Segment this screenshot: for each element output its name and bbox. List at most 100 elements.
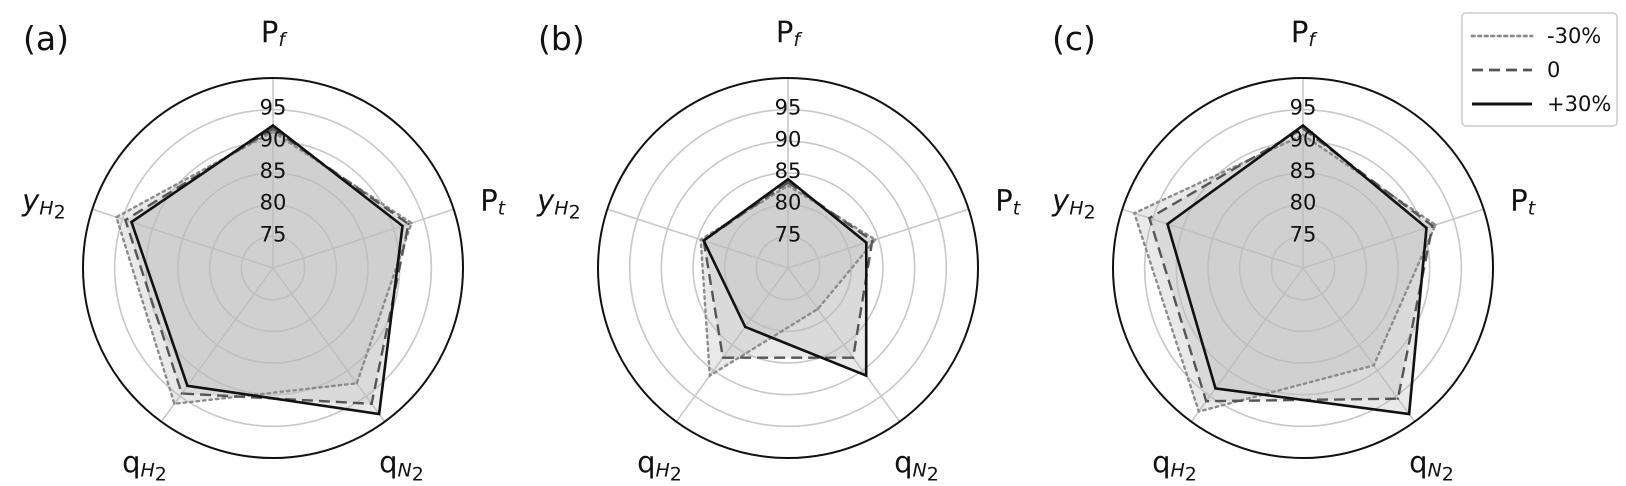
series-point bbox=[1407, 412, 1411, 416]
radial-tick-label: 85 bbox=[775, 159, 802, 183]
grid-spoke bbox=[160, 267, 274, 423]
axis-label-main: q bbox=[1409, 445, 1427, 479]
radial-tick-label: 85 bbox=[260, 159, 287, 183]
series-point bbox=[699, 238, 702, 241]
grid-spoke bbox=[787, 208, 969, 269]
axis-label-sub: f bbox=[1308, 29, 1318, 51]
radial-tick-label: 80 bbox=[775, 191, 802, 215]
grid-spoke bbox=[675, 267, 789, 423]
radial-tick-label: 80 bbox=[260, 191, 287, 215]
series-point bbox=[271, 124, 275, 127]
radial-tick-label: 90 bbox=[1290, 127, 1317, 151]
axis-label-Pt: Pt bbox=[995, 184, 1022, 220]
series-point bbox=[865, 374, 868, 377]
series-point bbox=[271, 130, 275, 133]
axis-label-sub: t bbox=[498, 198, 507, 220]
series-point bbox=[124, 218, 127, 222]
radial-tick-label: 90 bbox=[775, 127, 802, 151]
series-line-3 bbox=[129, 123, 404, 416]
axis-label-sub: N bbox=[398, 459, 412, 481]
radial-tick-label: 75 bbox=[1290, 222, 1317, 246]
radar-panels: (a)7580859095PfPtqN2qH2yH2(b)7580859095P… bbox=[21, 15, 1537, 485]
axis-label-subnum: 2 bbox=[927, 463, 939, 485]
series-point bbox=[851, 356, 855, 359]
legend-box bbox=[1461, 12, 1618, 127]
series-point bbox=[130, 220, 133, 224]
grid-spoke bbox=[607, 208, 789, 269]
axis-label-Pf: Pf bbox=[1291, 15, 1319, 51]
series-fill-2 bbox=[125, 128, 409, 404]
series-point bbox=[786, 181, 790, 184]
series-point bbox=[1148, 216, 1151, 220]
series-point bbox=[1301, 127, 1305, 130]
axis-label-qN2: qN2 bbox=[379, 445, 424, 485]
series-point bbox=[1434, 223, 1437, 227]
series-point bbox=[786, 178, 790, 181]
grid-spoke bbox=[787, 267, 901, 423]
axis-label-sub: H bbox=[1171, 459, 1185, 481]
axis-label-subnum: 2 bbox=[54, 202, 66, 224]
panel-label: (c) bbox=[1052, 19, 1096, 58]
series-line-3 bbox=[1165, 123, 1428, 416]
grid-spoke bbox=[1302, 208, 1484, 269]
series-point bbox=[186, 384, 189, 387]
legend-label-3: +30% bbox=[1547, 92, 1611, 116]
series-fill-3 bbox=[1167, 125, 1427, 414]
series-point bbox=[1396, 397, 1400, 400]
axis-label-main: q bbox=[122, 445, 140, 479]
series-point bbox=[1301, 133, 1305, 137]
outer-circle bbox=[82, 77, 464, 459]
series-fill-1 bbox=[116, 131, 412, 404]
axis-label-qH2: qH2 bbox=[1152, 445, 1197, 485]
axis-label-main: P bbox=[1291, 15, 1309, 49]
radial-tick-label: 75 bbox=[260, 222, 287, 246]
axis-label-Pt: Pt bbox=[480, 184, 507, 220]
axis-label-main: P bbox=[261, 15, 279, 49]
series-point bbox=[370, 402, 373, 405]
axis-label-sub: H bbox=[554, 198, 568, 220]
series-point bbox=[1214, 387, 1217, 390]
axis-label-main: q bbox=[379, 445, 397, 479]
panel-label: (b) bbox=[538, 19, 585, 58]
grid-spoke bbox=[1122, 208, 1304, 269]
axis-label-sub: t bbox=[1528, 198, 1537, 220]
series-point bbox=[871, 239, 874, 242]
series-fill-1 bbox=[700, 185, 876, 376]
axis-label-main: q bbox=[637, 445, 655, 479]
axis-label-main: q bbox=[1152, 445, 1170, 479]
series-point bbox=[1301, 124, 1305, 127]
axis-label-yH2: yH2 bbox=[536, 184, 581, 224]
series-fill-2 bbox=[703, 182, 873, 358]
grid-spoke bbox=[1302, 267, 1416, 423]
series-point bbox=[401, 224, 404, 228]
legend-label-1: -30% bbox=[1547, 24, 1601, 48]
legend-label-2: 0 bbox=[1547, 58, 1560, 82]
series-point bbox=[1197, 410, 1201, 413]
axis-label-sub: f bbox=[278, 29, 288, 51]
axis-label-main: P bbox=[480, 184, 498, 218]
radial-tick-label: 90 bbox=[260, 127, 287, 151]
series-line-3 bbox=[702, 177, 868, 378]
axis-label-main: P bbox=[1510, 184, 1528, 218]
grid-spoke bbox=[272, 267, 386, 423]
axis-label-subnum: 2 bbox=[1442, 463, 1454, 485]
axis-label-yH2: yH2 bbox=[1051, 184, 1096, 224]
axis-label-subnum: 2 bbox=[412, 463, 424, 485]
axis-label-Pf: Pf bbox=[776, 15, 804, 51]
series-fill-1 bbox=[1134, 135, 1436, 412]
axis-label-qN2: qN2 bbox=[894, 445, 939, 485]
axis-label-sub: H bbox=[39, 198, 53, 220]
series-line-1 bbox=[1132, 133, 1438, 413]
axis-label-Pt: Pt bbox=[1510, 184, 1537, 220]
axis-label-sub: N bbox=[1428, 459, 1442, 481]
axis-label-sub: H bbox=[1069, 198, 1083, 220]
axis-label-qH2: qH2 bbox=[122, 445, 167, 485]
axis-label-yH2: yH2 bbox=[21, 184, 66, 224]
panel-label: (a) bbox=[23, 19, 69, 58]
radial-tick-label: 75 bbox=[775, 222, 802, 246]
axis-label-sub: N bbox=[913, 459, 927, 481]
axis-label-qN2: qN2 bbox=[1409, 445, 1454, 485]
series-line-1 bbox=[699, 184, 878, 378]
